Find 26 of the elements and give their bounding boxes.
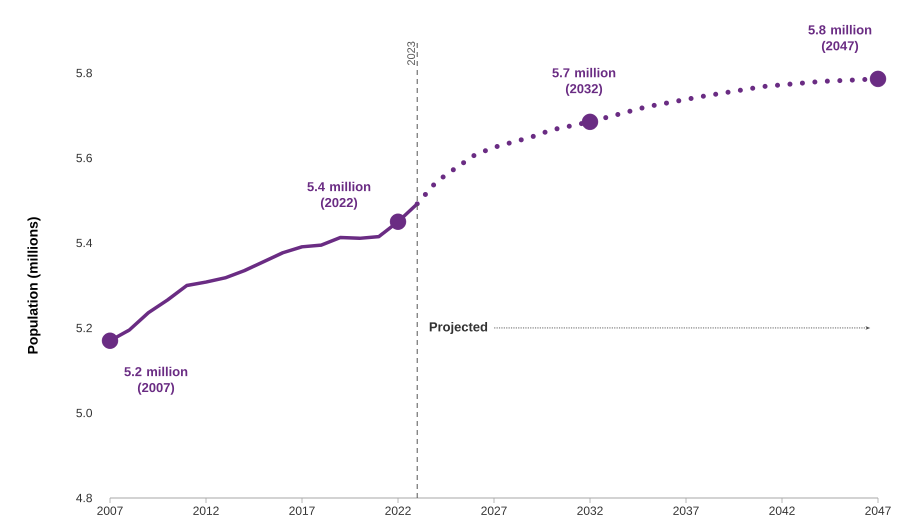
x-tick-label: 2037 [673,506,699,515]
y-tick-label: 5.8 [76,68,92,78]
x-tick-label: 2027 [481,506,507,515]
point [582,114,598,130]
x-tick-label: 2007 [97,506,123,515]
x-tick-label: 2022 [385,506,411,515]
y-axis-title: Population (millions) [27,217,40,354]
x-tick-label: 2047 [865,506,891,515]
annotation: 5.7 million (2032) [552,68,616,96]
point [390,214,406,230]
annotation: 5.4 million (2022) [307,182,370,210]
annotation: Projected [430,322,488,334]
point [870,70,886,88]
y-tick-label: 5.2 [76,324,92,332]
x-tick-label: 2042 [769,506,795,515]
x-tick-label: 2012 [193,506,219,515]
annotation: 5.2 million (2007) [124,366,188,395]
y-tick-label: 4.8 [76,494,92,502]
ref-line-label: 2023 [407,42,416,66]
y-tick-label: 5.4 [76,238,92,248]
x-tick-label: 2017 [289,506,315,515]
y-tick-label: 5.6 [76,154,92,162]
y-tick-label: 5.0 [76,408,92,418]
x-tick-label: 2032 [577,506,603,515]
annotation: 5.8 million (2047) [808,24,872,53]
point [102,332,118,349]
